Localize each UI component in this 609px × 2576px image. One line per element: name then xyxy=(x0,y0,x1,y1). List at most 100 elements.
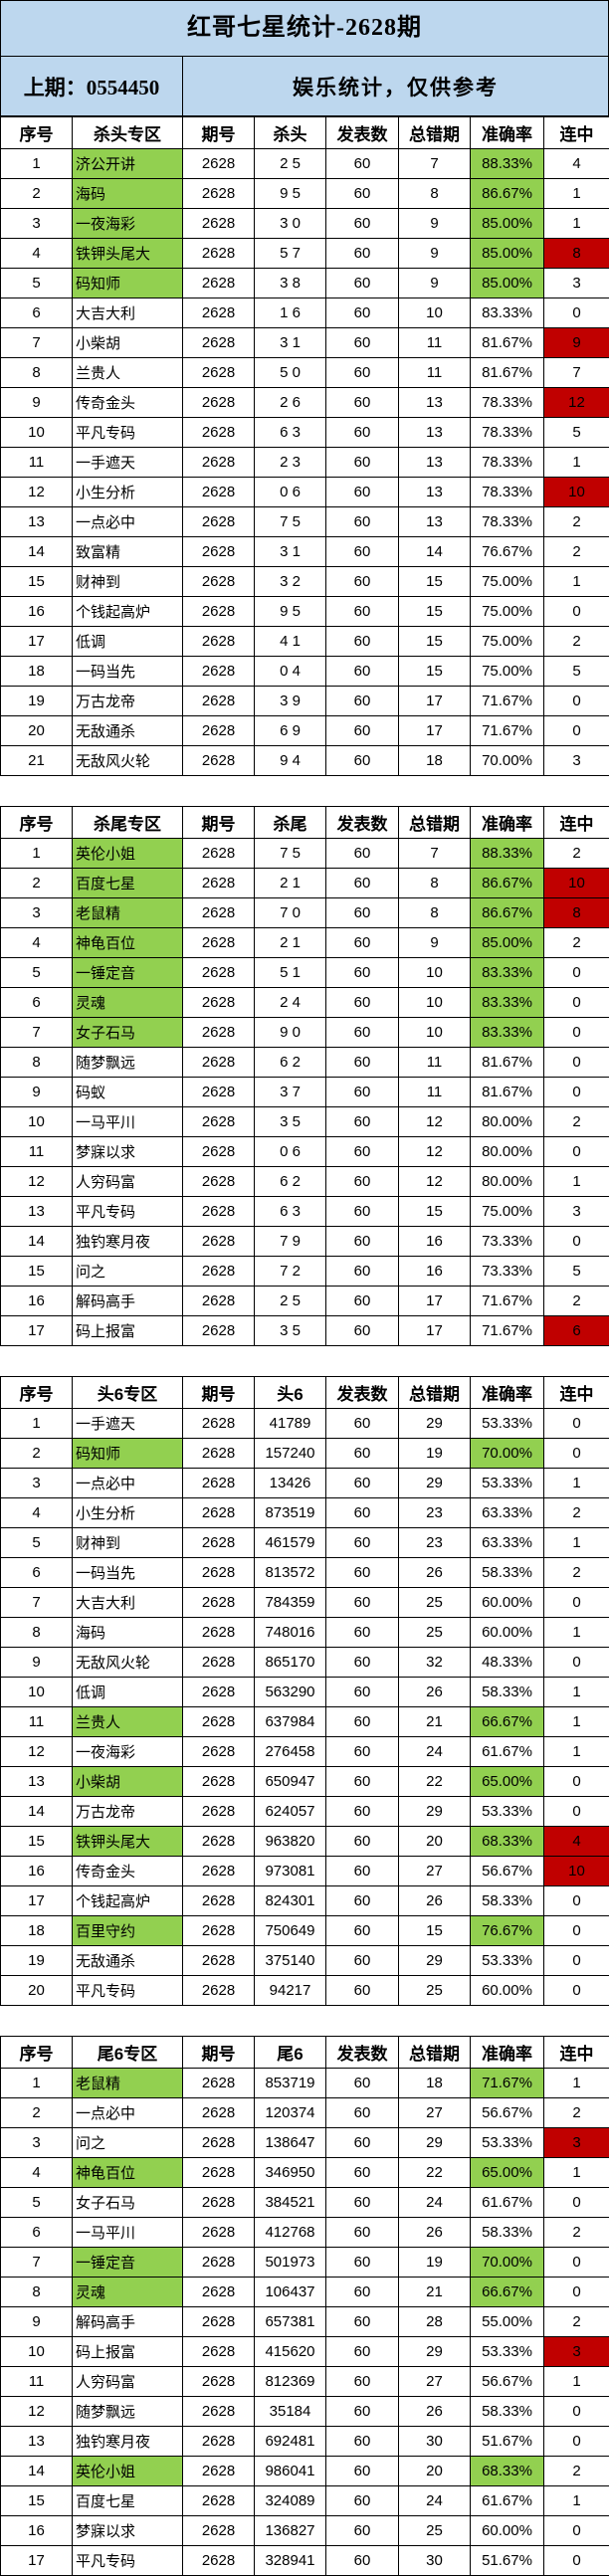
errors-cell: 17 xyxy=(399,1316,471,1346)
streak-cell: 2 xyxy=(544,2307,609,2337)
issue-cell: 2628 xyxy=(183,1498,255,1528)
seq-cell: 20 xyxy=(1,716,73,746)
rate-cell: 85.00% xyxy=(471,928,544,958)
issue-cell: 2628 xyxy=(183,1946,255,1976)
issue-cell: 2628 xyxy=(183,1886,255,1916)
published-cell: 60 xyxy=(326,1827,399,1857)
published-cell: 60 xyxy=(326,1287,399,1316)
seq-cell: 4 xyxy=(1,2158,73,2188)
name-cell: 小柴胡 xyxy=(73,1767,183,1797)
rate-cell: 58.33% xyxy=(471,2397,544,2427)
errors-cell: 24 xyxy=(399,1737,471,1767)
value-cell: 9 5 xyxy=(255,597,326,627)
streak-cell: 1 xyxy=(544,1528,609,1558)
published-cell: 60 xyxy=(326,1946,399,1976)
column-header: 总错期 xyxy=(399,1377,471,1409)
issue-cell: 2628 xyxy=(183,1558,255,1588)
name-cell: 大吉大利 xyxy=(73,298,183,328)
errors-cell: 17 xyxy=(399,687,471,716)
published-cell: 60 xyxy=(326,209,399,239)
streak-cell: 0 xyxy=(544,1018,609,1048)
errors-cell: 32 xyxy=(399,1648,471,1678)
streak-cell: 8 xyxy=(544,239,609,269)
errors-cell: 8 xyxy=(399,179,471,209)
rate-cell: 71.67% xyxy=(471,687,544,716)
published-cell: 60 xyxy=(326,1976,399,2006)
streak-cell: 1 xyxy=(544,1678,609,1707)
streak-cell: 2 xyxy=(544,928,609,958)
rate-cell: 61.67% xyxy=(471,2486,544,2516)
rate-cell: 70.00% xyxy=(471,2248,544,2278)
name-cell: 随梦飘远 xyxy=(73,2397,183,2427)
seq-cell: 1 xyxy=(1,149,73,179)
published-cell: 60 xyxy=(326,2337,399,2367)
rate-cell: 48.33% xyxy=(471,1648,544,1678)
errors-cell: 18 xyxy=(399,746,471,776)
rate-cell: 60.00% xyxy=(471,1618,544,1648)
seq-cell: 8 xyxy=(1,358,73,388)
seq-cell: 17 xyxy=(1,2546,73,2576)
value-cell: 7 5 xyxy=(255,839,326,869)
streak-cell: 2 xyxy=(544,2218,609,2248)
rate-cell: 75.00% xyxy=(471,567,544,597)
column-header: 发表数 xyxy=(326,807,399,839)
name-cell: 铁钾头尾大 xyxy=(73,239,183,269)
errors-cell: 23 xyxy=(399,1528,471,1558)
streak-cell: 0 xyxy=(544,2248,609,2278)
name-cell: 一点必中 xyxy=(73,2098,183,2128)
rate-cell: 56.67% xyxy=(471,2098,544,2128)
errors-cell: 9 xyxy=(399,239,471,269)
column-header: 连中 xyxy=(544,117,609,149)
errors-cell: 25 xyxy=(399,2516,471,2546)
value-cell: 346950 xyxy=(255,2158,326,2188)
seq-cell: 12 xyxy=(1,478,73,507)
value-cell: 812369 xyxy=(255,2367,326,2397)
published-cell: 60 xyxy=(326,597,399,627)
issue-cell: 2628 xyxy=(183,1737,255,1767)
name-cell: 解码高手 xyxy=(73,2307,183,2337)
issue-cell: 2628 xyxy=(183,179,255,209)
published-cell: 60 xyxy=(326,2546,399,2576)
issue-cell: 2628 xyxy=(183,1197,255,1227)
errors-cell: 13 xyxy=(399,448,471,478)
rate-cell: 51.67% xyxy=(471,2546,544,2576)
column-header: 序号 xyxy=(1,1377,73,1409)
streak-cell: 8 xyxy=(544,898,609,928)
value-cell: 865170 xyxy=(255,1648,326,1678)
seq-cell: 7 xyxy=(1,1018,73,1048)
value-cell: 5 7 xyxy=(255,239,326,269)
published-cell: 60 xyxy=(326,2427,399,2457)
published-cell: 60 xyxy=(326,2516,399,2546)
value-cell: 0 6 xyxy=(255,478,326,507)
streak-cell: 0 xyxy=(544,1797,609,1827)
rate-cell: 60.00% xyxy=(471,1976,544,2006)
errors-cell: 19 xyxy=(399,1439,471,1469)
seq-cell: 10 xyxy=(1,2337,73,2367)
seq-cell: 2 xyxy=(1,1439,73,1469)
errors-cell: 11 xyxy=(399,328,471,358)
errors-cell: 8 xyxy=(399,869,471,898)
errors-cell: 29 xyxy=(399,2337,471,2367)
streak-cell: 3 xyxy=(544,2128,609,2158)
value-cell: 2 1 xyxy=(255,928,326,958)
value-cell: 784359 xyxy=(255,1588,326,1618)
rate-cell: 73.33% xyxy=(471,1227,544,1257)
streak-cell: 3 xyxy=(544,746,609,776)
rate-cell: 78.33% xyxy=(471,418,544,448)
errors-cell: 15 xyxy=(399,1197,471,1227)
column-header: 连中 xyxy=(544,2037,609,2069)
name-cell: 码上报富 xyxy=(73,1316,183,1346)
issue-cell: 2628 xyxy=(183,2486,255,2516)
rate-cell: 78.33% xyxy=(471,478,544,507)
column-header: 尾6专区 xyxy=(73,2037,183,2069)
